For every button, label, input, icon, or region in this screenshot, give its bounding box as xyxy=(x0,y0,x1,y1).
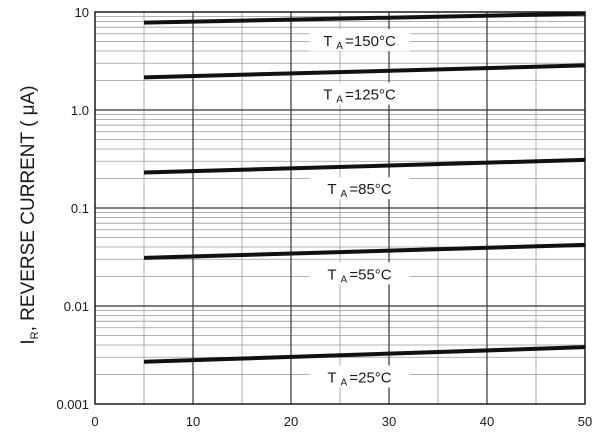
y-tick-label: 1.0 xyxy=(71,103,89,118)
series-label-5: T A =25°C xyxy=(327,369,391,388)
series-label-background xyxy=(309,177,410,200)
series-label-4: T A =55°C xyxy=(327,266,391,285)
series-label-background xyxy=(309,29,410,52)
series-label-1: T A =150°C xyxy=(323,33,396,52)
y-axis-label: IR, REVERSE CURRENT ( μA) xyxy=(18,85,41,344)
y-tick-labels: 0.001 0.01 0.1 1.0 10 xyxy=(56,5,89,412)
y-tick-label: 0.1 xyxy=(71,201,89,216)
y-tick-label: 0.001 xyxy=(56,397,89,412)
y-tick-label: 0.01 xyxy=(64,299,89,314)
series-label-2: T A =125°C xyxy=(323,86,396,105)
series-label-background xyxy=(309,365,410,388)
x-tick-label: 50 xyxy=(578,414,592,429)
series-line-4 xyxy=(143,242,586,260)
series-labels: T A =150°C T A =125°C T A =85°C T A =55°C T … xyxy=(309,29,410,388)
series-label-background xyxy=(309,262,410,285)
x-tick-label: 40 xyxy=(480,414,494,429)
series-line-5 xyxy=(143,345,586,364)
series-line-1 xyxy=(143,11,586,25)
series-lines xyxy=(143,11,586,364)
x-tick-label: 10 xyxy=(186,414,200,429)
plot-frame xyxy=(94,11,586,405)
series-label-3: T A =85°C xyxy=(327,181,391,200)
x-tick-labels: 0 10 20 30 40 50 xyxy=(91,414,592,429)
series-label-background xyxy=(309,82,410,105)
x-tick-label: 0 xyxy=(91,414,98,429)
x-tick-label: 30 xyxy=(382,414,396,429)
series-line-3 xyxy=(143,157,586,175)
y-tick-label: 10 xyxy=(75,5,89,20)
y-axis-label-prefix: I xyxy=(18,339,39,344)
y-axis-label-text: , REVERSE CURRENT ( μA) xyxy=(18,85,39,331)
y-axis-label-subscript: R xyxy=(29,331,41,339)
major-grid xyxy=(95,12,585,404)
x-tick-label: 20 xyxy=(284,414,298,429)
series-line-2 xyxy=(143,63,586,80)
